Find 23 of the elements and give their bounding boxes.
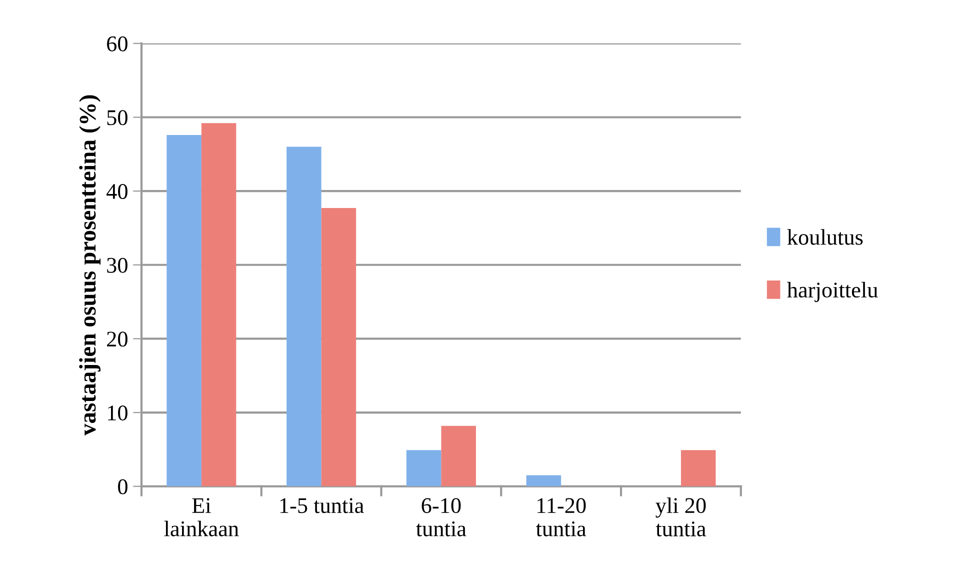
y-tick-label: 60: [107, 36, 128, 52]
y-tick-label: 40: [106, 184, 128, 199]
bar: [166, 134, 202, 486]
y-axis-title: vastaajien osuus prosentteina (%): [79, 95, 101, 436]
bar: [680, 450, 716, 486]
x-tick-label: 6-10 tuntia: [416, 498, 466, 536]
y-tick-label: 0: [118, 479, 128, 494]
x-tick-label: Ei lainkaan: [164, 498, 239, 536]
bar: [286, 146, 322, 486]
y-tick-label: 30: [107, 258, 128, 273]
x-tick-label: 1-5 tuntia: [280, 498, 364, 514]
bar: [441, 426, 476, 486]
x-tick-label: 11-20 tuntia: [536, 498, 586, 536]
bar: [201, 123, 236, 486]
y-tick-label: 20: [107, 332, 128, 347]
legend-label: koulutus: [787, 229, 863, 245]
bar: [526, 475, 562, 486]
x-tick-label: yli 20 tuntia: [656, 497, 706, 536]
bar: [321, 208, 356, 486]
legend-label: harjoittelu: [787, 282, 878, 302]
y-tick-label: 10: [108, 405, 128, 420]
bar: [406, 450, 442, 486]
y-tick-label: 50: [107, 110, 128, 126]
